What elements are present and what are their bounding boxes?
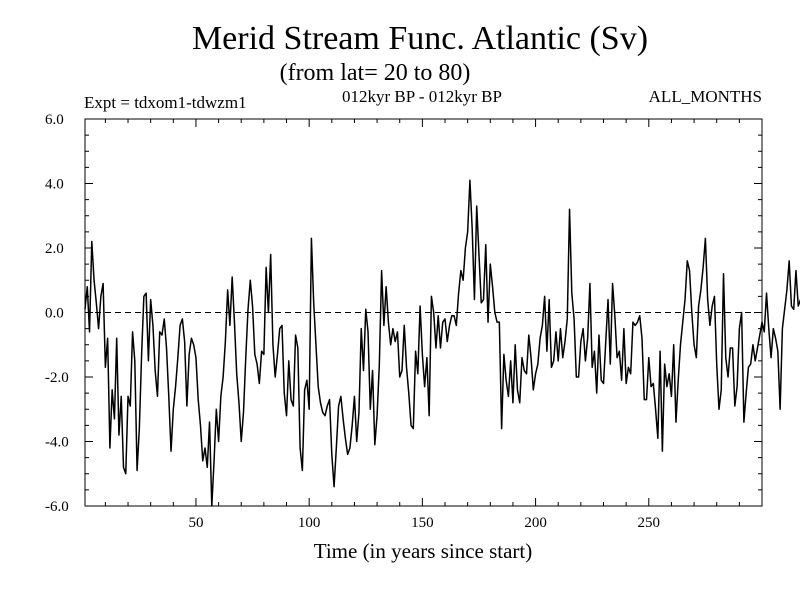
period-label: 012kyr BP - 012kyr BP [342,87,502,106]
months-label: ALL_MONTHS [649,87,762,106]
x-tick-label: 100 [298,515,321,531]
y-tick-label: 2.0 [45,241,64,257]
chart-title: Merid Stream Func. Atlantic (Sv) [192,20,648,57]
y-tick-label: 4.0 [45,177,64,193]
chart-subtitle: (from lat= 20 to 80) [280,60,471,86]
x-axis-label: Time (in years since start) [314,539,533,563]
tick-labels: -6.0 -4.0 -2.0 0.0 2.0 4.0 6.0 50 100 150 200 250 [45,112,660,531]
series-line [84,179,800,507]
y-tick-label: -4.0 [45,435,69,451]
x-tick-label: 50 [188,515,203,531]
x-tick-label: 200 [524,515,547,531]
y-tick-label: 0.0 [45,306,64,322]
y-tick-label: -2.0 [45,370,69,386]
x-tick-label: 150 [411,515,434,531]
plot-frame [84,118,763,507]
x-tick-label: 250 [638,515,661,531]
y-tick-label: -6.0 [45,499,69,515]
experiment-label: Expt = tdxom1-tdwzm1 [84,93,247,112]
y-tick-label: 6.0 [45,112,64,128]
